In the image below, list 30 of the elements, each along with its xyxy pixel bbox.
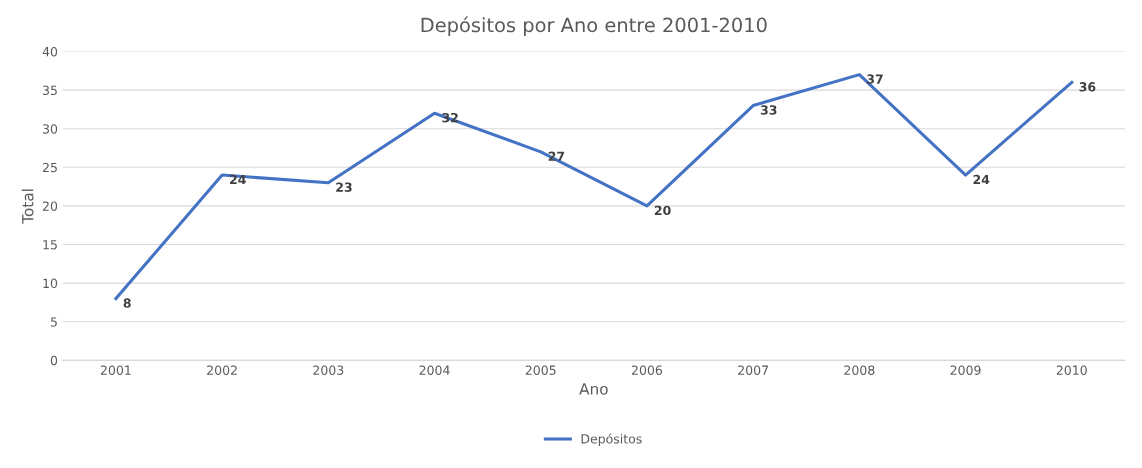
y-axis-title: Total bbox=[21, 189, 34, 224]
y-tick-label: 30 bbox=[43, 124, 58, 134]
y-tick-label: 40 bbox=[42, 46, 58, 57]
x-axis-title: Ano bbox=[579, 383, 608, 395]
legend-label: Depósitos bbox=[581, 433, 642, 446]
data-label: 33 bbox=[760, 105, 777, 115]
y-tick-label: 15 bbox=[43, 240, 57, 250]
x-tick-label: 2010 bbox=[1056, 365, 1087, 375]
x-tick-label: 2001 bbox=[100, 365, 131, 375]
data-label: 8 bbox=[123, 298, 131, 308]
x-tick-label: 2003 bbox=[313, 365, 344, 375]
y-tick-label: 20 bbox=[42, 201, 58, 211]
x-tick-label: 2008 bbox=[844, 365, 875, 375]
chart-title: Depósitos por Ano entre 2001-2010 bbox=[421, 16, 767, 37]
x-tick-label: 2007 bbox=[738, 365, 768, 375]
data-label: 20 bbox=[654, 205, 671, 216]
x-tick-label: 2009 bbox=[950, 365, 981, 375]
y-tick-label: 10 bbox=[43, 278, 58, 289]
data-label: 24 bbox=[973, 174, 990, 185]
data-label: 23 bbox=[336, 182, 352, 192]
x-tick-label: 2005 bbox=[525, 365, 556, 375]
y-tick-label: 25 bbox=[42, 162, 57, 173]
y-tick-label: 35 bbox=[43, 85, 57, 96]
x-tick-label: 2006 bbox=[631, 365, 663, 375]
y-tick-label: 5 bbox=[50, 317, 57, 327]
data-label: 37 bbox=[867, 74, 883, 84]
y-tick-label: 0 bbox=[50, 355, 58, 366]
data-label: 36 bbox=[1079, 82, 1096, 92]
x-tick-label: 2002 bbox=[207, 365, 237, 375]
x-tick-label: 2004 bbox=[419, 365, 450, 375]
